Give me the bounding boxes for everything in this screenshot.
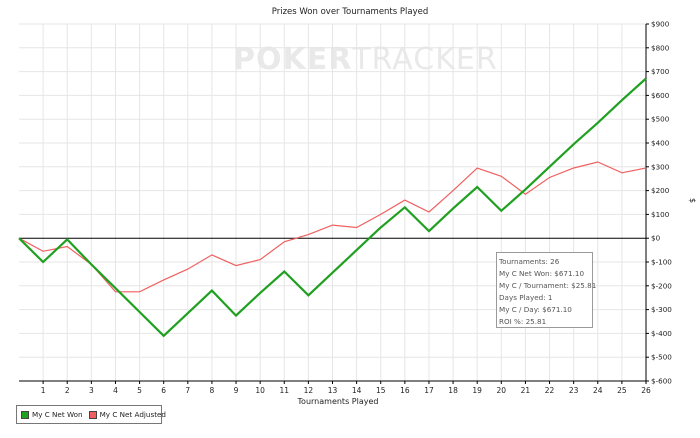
x-tick-label: 2 <box>65 386 70 395</box>
chart-legend: My C Net Won My C Net Adjusted <box>16 405 166 424</box>
y-tick-label: $400 <box>651 139 670 148</box>
y-tick-label: $600 <box>651 91 670 100</box>
x-tick-label: 22 <box>545 386 555 395</box>
x-tick-label: 18 <box>448 386 458 395</box>
y-tick-label: $0 <box>651 234 661 243</box>
x-tick-label: 10 <box>255 386 265 395</box>
x-tick-label: 16 <box>400 386 410 395</box>
y-tick-label: $-500 <box>651 353 672 362</box>
x-tick-label: 14 <box>352 386 362 395</box>
x-tick-label: 13 <box>328 386 338 395</box>
x-tick-label: 1 <box>41 386 46 395</box>
y-tick-label: $900 <box>651 20 670 29</box>
legend-label-net-adjusted: My C Net Adjusted <box>99 410 166 419</box>
x-tick-label: 19 <box>472 386 482 395</box>
x-tick-label: 20 <box>497 386 507 395</box>
y-tick-label: $-100 <box>651 258 672 267</box>
x-tick-label: 11 <box>279 386 289 395</box>
y-tick-label: $-600 <box>651 377 672 386</box>
legend-swatch-net-adjusted <box>88 410 97 419</box>
y-tick-label: $300 <box>651 162 670 171</box>
x-tick-label: 5 <box>137 386 142 395</box>
y-tick-label: $-400 <box>651 329 672 338</box>
x-axis-label: Tournaments Played <box>297 397 379 406</box>
x-tick-label: 9 <box>234 386 239 395</box>
stats-per-day: My C / Day: $671.10 <box>499 305 572 314</box>
y-tick-label: $500 <box>651 115 670 124</box>
legend-item-net-adjusted[interactable]: My C Net Adjusted <box>88 410 166 419</box>
x-tick-label: 7 <box>185 386 190 395</box>
stats-per-tournament: My C / Tournament: $25.81 <box>499 281 597 290</box>
x-tick-label: 26 <box>641 386 651 395</box>
legend-label-net-won: My C Net Won <box>32 410 83 419</box>
x-tick-label: 15 <box>376 386 386 395</box>
stats-box: Tournaments: 26 My C Net Won: $671.10 My… <box>496 252 597 328</box>
stats-days-played: Days Played: 1 <box>499 293 553 302</box>
x-tick-label: 21 <box>521 386 531 395</box>
y-tick-label: $700 <box>651 67 670 76</box>
x-tick-label: 24 <box>593 386 603 395</box>
y-tick-label: $-300 <box>651 305 672 314</box>
stats-net-won: My C Net Won: $671.10 <box>499 269 585 278</box>
y-tick-label: $200 <box>651 186 670 195</box>
series-line-net-adjusted <box>18 161 647 293</box>
legend-item-net-won[interactable]: My C Net Won <box>21 410 83 419</box>
legend-swatch-net-won <box>21 410 29 419</box>
stats-roi: ROI %: 25.81 <box>499 317 547 326</box>
x-tick-label: 25 <box>617 386 627 395</box>
x-tick-label: 23 <box>569 386 579 395</box>
series-line-net-won <box>18 77 647 338</box>
x-tick-label: 8 <box>210 386 215 395</box>
y-tick-label: $800 <box>651 43 670 52</box>
x-tick-label: 3 <box>89 386 94 395</box>
stats-tournaments: Tournaments: 26 <box>499 257 560 266</box>
x-tick-label: 12 <box>304 386 314 395</box>
x-tick-label: 6 <box>161 386 166 395</box>
chart-title: Prizes Won over Tournaments Played <box>271 7 429 17</box>
y-axis-label: $ <box>687 197 697 204</box>
y-tick-label: $100 <box>651 210 670 219</box>
y-tick-label: $-200 <box>651 281 672 290</box>
x-tick-label: 17 <box>424 386 434 395</box>
x-tick-label: 4 <box>113 386 118 395</box>
